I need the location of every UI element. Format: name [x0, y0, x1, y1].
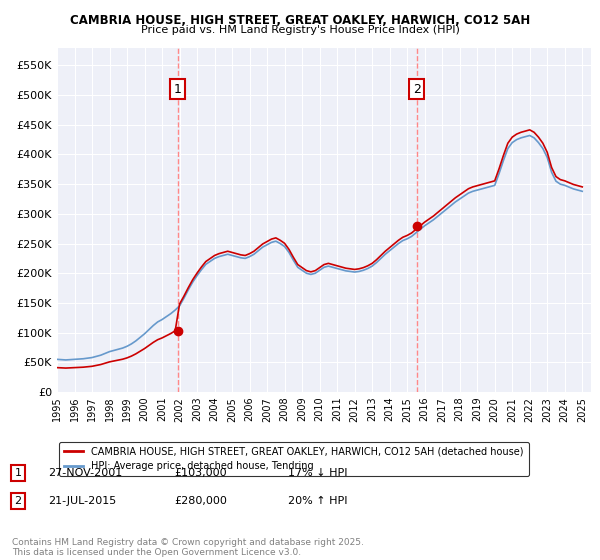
Text: 27-NOV-2001: 27-NOV-2001: [48, 468, 122, 478]
Text: Contains HM Land Registry data © Crown copyright and database right 2025.
This d: Contains HM Land Registry data © Crown c…: [12, 538, 364, 557]
Text: 1: 1: [174, 83, 182, 96]
Text: CAMBRIA HOUSE, HIGH STREET, GREAT OAKLEY, HARWICH, CO12 5AH: CAMBRIA HOUSE, HIGH STREET, GREAT OAKLEY…: [70, 14, 530, 27]
Text: 1: 1: [14, 468, 22, 478]
Text: £103,000: £103,000: [174, 468, 227, 478]
Text: 20% ↑ HPI: 20% ↑ HPI: [288, 496, 347, 506]
Text: 21-JUL-2015: 21-JUL-2015: [48, 496, 116, 506]
Text: 2: 2: [14, 496, 22, 506]
Text: 17% ↓ HPI: 17% ↓ HPI: [288, 468, 347, 478]
Legend: CAMBRIA HOUSE, HIGH STREET, GREAT OAKLEY, HARWICH, CO12 5AH (detached house), HP: CAMBRIA HOUSE, HIGH STREET, GREAT OAKLEY…: [59, 442, 529, 476]
Text: 2: 2: [413, 83, 421, 96]
Text: £280,000: £280,000: [174, 496, 227, 506]
Text: Price paid vs. HM Land Registry's House Price Index (HPI): Price paid vs. HM Land Registry's House …: [140, 25, 460, 35]
